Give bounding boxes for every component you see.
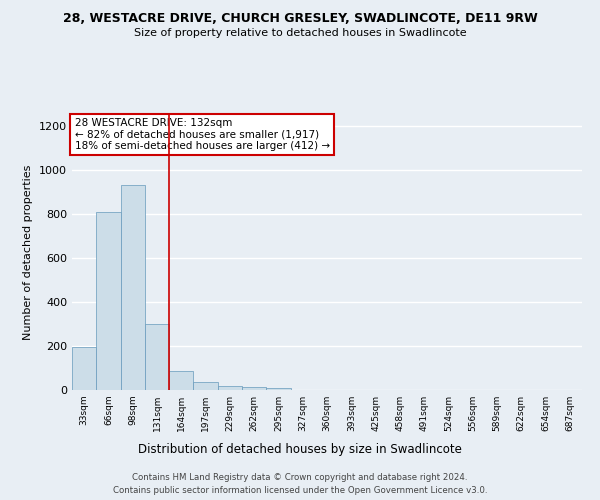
Bar <box>266 388 290 390</box>
Bar <box>218 386 242 390</box>
Bar <box>242 386 266 390</box>
Bar <box>121 186 145 390</box>
Text: Contains HM Land Registry data © Crown copyright and database right 2024.: Contains HM Land Registry data © Crown c… <box>132 472 468 482</box>
Bar <box>96 212 121 390</box>
Bar <box>169 372 193 390</box>
Text: 28 WESTACRE DRIVE: 132sqm
← 82% of detached houses are smaller (1,917)
18% of se: 28 WESTACRE DRIVE: 132sqm ← 82% of detac… <box>74 118 329 151</box>
Bar <box>193 382 218 390</box>
Bar <box>145 324 169 390</box>
Bar <box>72 347 96 390</box>
Text: 28, WESTACRE DRIVE, CHURCH GRESLEY, SWADLINCOTE, DE11 9RW: 28, WESTACRE DRIVE, CHURCH GRESLEY, SWAD… <box>62 12 538 26</box>
Text: Size of property relative to detached houses in Swadlincote: Size of property relative to detached ho… <box>134 28 466 38</box>
Text: Distribution of detached houses by size in Swadlincote: Distribution of detached houses by size … <box>138 442 462 456</box>
Text: Contains public sector information licensed under the Open Government Licence v3: Contains public sector information licen… <box>113 486 487 495</box>
Y-axis label: Number of detached properties: Number of detached properties <box>23 165 34 340</box>
